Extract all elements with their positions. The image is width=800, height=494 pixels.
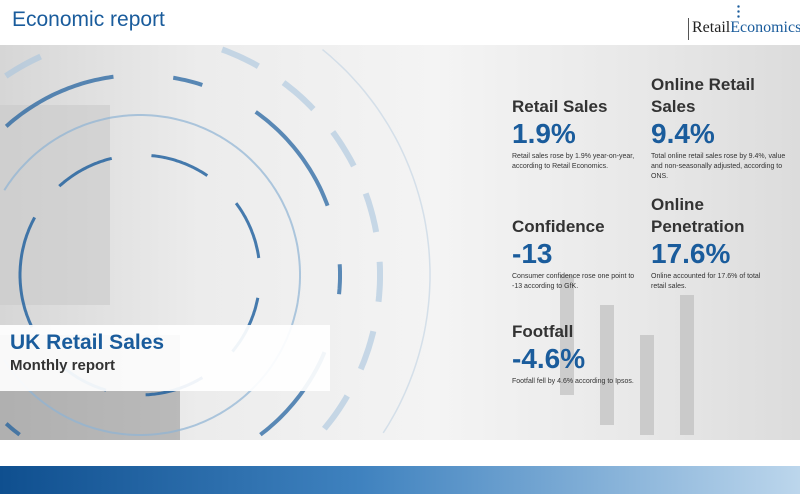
stat-heading: Online Retail Sales	[651, 75, 755, 116]
stat-value: -13	[512, 238, 553, 269]
stat-description: Total online retail sales rose by 9.4%, …	[651, 153, 786, 180]
footer-gradient-bar	[0, 466, 800, 494]
stat-heading: Retail Sales	[512, 97, 608, 116]
stat-description: Retail sales rose by 1.9% year-on-year, …	[512, 153, 635, 170]
decorative-ring-arc	[4, 422, 21, 437]
page-title: Economic report	[12, 8, 165, 31]
logo-dots-icon	[737, 4, 740, 18]
stat-online-retail-sales: Online Retail Sales 9.4% Total online re…	[651, 74, 785, 182]
report-subtitle: Monthly report	[10, 357, 115, 374]
stat-value: 9.4%	[651, 118, 715, 149]
stat-confidence: Confidence -13 Consumer confidence rose …	[512, 216, 642, 292]
stat-heading: Online Penetration	[651, 195, 745, 236]
stat-retail-sales: Retail Sales 1.9% Retail sales rose by 1…	[512, 96, 662, 172]
decorative-ring-arc	[4, 73, 342, 437]
stat-description: Consumer confidence rose one point to -1…	[512, 273, 635, 290]
stat-online-penetration: Online Penetration 17.6% Online accounte…	[651, 194, 771, 292]
stat-value: 1.9%	[512, 118, 576, 149]
decorative-ring-arc	[322, 49, 431, 434]
report-banner: UK Retail Sales Monthly report	[0, 325, 330, 391]
retail-economics-logo: RetailEconomics	[688, 4, 800, 40]
stat-heading: Confidence	[512, 217, 605, 236]
stat-description: Online accounted for 17.6% of total reta…	[651, 273, 761, 290]
report-title: UK Retail Sales	[10, 331, 165, 354]
logo-text-economics: Economics	[730, 19, 800, 36]
stat-value: 17.6%	[651, 238, 731, 269]
stat-description: Footfall fell by 4.6% according to Ipsos…	[512, 378, 634, 385]
hero-image: UK Retail Sales Monthly report Retail Sa…	[0, 45, 800, 440]
decorative-ring-arc	[4, 46, 59, 79]
logo-text-retail: Retail	[692, 19, 731, 36]
decorative-ring-arc	[221, 46, 383, 438]
stat-footfall: Footfall -4.6% Footfall fell by 4.6% acc…	[512, 321, 662, 387]
stat-heading: Footfall	[512, 322, 574, 341]
decorative-ring-arc	[3, 114, 301, 436]
stat-value: -4.6%	[512, 343, 586, 374]
